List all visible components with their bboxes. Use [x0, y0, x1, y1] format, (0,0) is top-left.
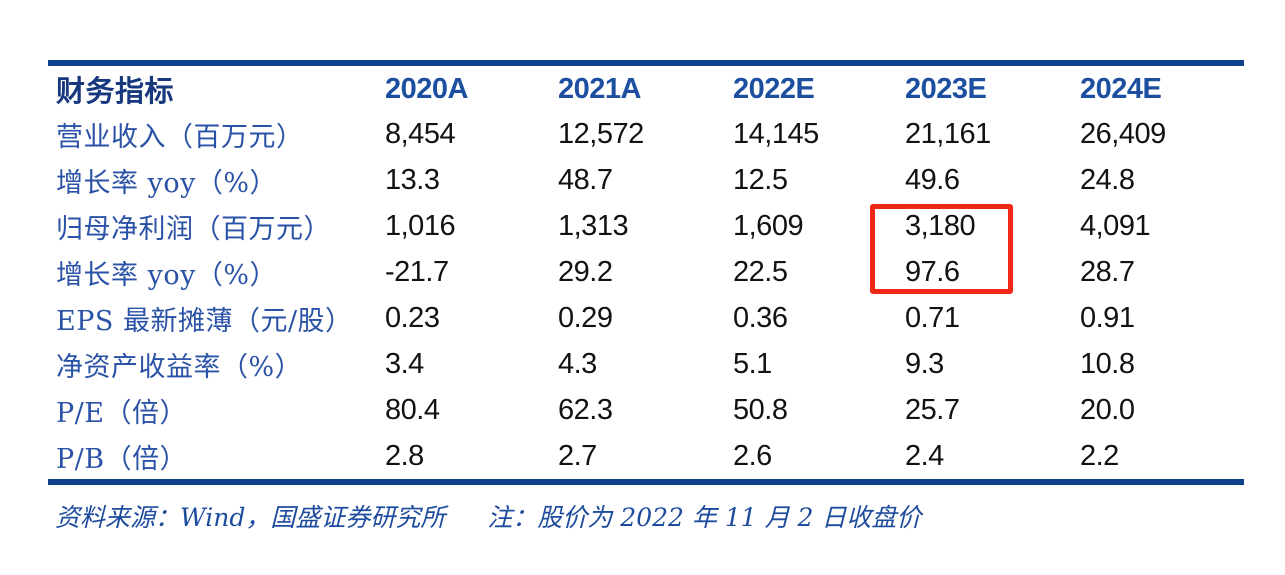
table-cell: 0.29 — [558, 301, 613, 334]
table-cell: 62.3 — [558, 393, 613, 426]
table-cell: 0.71 — [905, 301, 960, 334]
column-header-2022e: 2022E — [733, 72, 815, 105]
table-cell: 29.2 — [558, 256, 613, 289]
row-label-pe: P/E（倍） — [56, 397, 187, 429]
table-cell: 1,313 — [558, 210, 629, 243]
row-label-net-profit: 归母净利润（百万元） — [56, 214, 331, 246]
table-cell: -21.7 — [385, 256, 449, 289]
table-cell: 80.4 — [385, 393, 440, 426]
row-label-eps: EPS 最新摊薄（元/股） — [56, 305, 353, 337]
table-cell-highlighted: 97.6 — [905, 256, 960, 289]
table-cell: 26,409 — [1080, 118, 1166, 151]
table-cell: 13.3 — [385, 164, 440, 197]
row-label-roe: 净资产收益率（%） — [56, 351, 303, 383]
table-cell: 10.8 — [1080, 347, 1135, 380]
table-cell: 21,161 — [905, 118, 991, 151]
column-header-2020a: 2020A — [385, 72, 468, 105]
table-cell: 0.36 — [733, 301, 788, 334]
table-cell: 0.23 — [385, 301, 440, 334]
table-header-metric: 财务指标 — [56, 76, 175, 108]
table-cell: 0.91 — [1080, 301, 1135, 334]
row-label-pb: P/B（倍） — [56, 443, 188, 475]
table-cell: 2.6 — [733, 439, 772, 472]
table-cell: 5.1 — [733, 347, 772, 380]
table-cell: 2.4 — [905, 439, 944, 472]
table-cell: 22.5 — [733, 256, 788, 289]
table-cell: 2.8 — [385, 439, 424, 472]
table-cell-highlighted: 3,180 — [905, 210, 976, 243]
table-cell: 28.7 — [1080, 256, 1135, 289]
table-cell: 12,572 — [558, 118, 644, 151]
table-cell: 49.6 — [905, 164, 960, 197]
row-label-profit-growth: 增长率 yoy（%） — [56, 260, 277, 292]
table-cell: 1,016 — [385, 210, 456, 243]
table-bottom-rule — [48, 479, 1244, 485]
table-cell: 4.3 — [558, 347, 597, 380]
financial-metrics-table: 财务指标 2020A 2021A 2022E 2023E 2024E 营业收入（… — [48, 66, 1244, 479]
table-cell: 4,091 — [1080, 210, 1151, 243]
price-note-text: 注：股价为 2022 年 11 月 2 日收盘价 — [487, 503, 922, 532]
table-cell: 50.8 — [733, 393, 788, 426]
column-header-2021a: 2021A — [558, 72, 641, 105]
table-cell: 14,145 — [733, 118, 819, 151]
table-cell: 9.3 — [905, 347, 944, 380]
data-source-text: 资料来源：Wind，国盛证券研究所 — [55, 503, 446, 532]
source-note: 资料来源：Wind，国盛证券研究所 注：股价为 2022 年 11 月 2 日收盘… — [55, 498, 921, 534]
table-cell: 3.4 — [385, 347, 424, 380]
table-cell: 2.2 — [1080, 439, 1119, 472]
table-cell: 12.5 — [733, 164, 788, 197]
table-top-rule — [48, 60, 1244, 66]
table-cell: 25.7 — [905, 393, 960, 426]
column-header-2023e: 2023E — [905, 72, 987, 105]
table-cell: 1,609 — [733, 210, 804, 243]
table-cell: 8,454 — [385, 118, 456, 151]
table-cell: 20.0 — [1080, 393, 1135, 426]
row-label-revenue-growth: 增长率 yoy（%） — [56, 168, 277, 200]
table-cell: 24.8 — [1080, 164, 1135, 197]
table-cell: 48.7 — [558, 164, 613, 197]
column-header-2024e: 2024E — [1080, 72, 1162, 105]
row-label-revenue: 营业收入（百万元） — [56, 122, 304, 154]
table-cell: 2.7 — [558, 439, 597, 472]
